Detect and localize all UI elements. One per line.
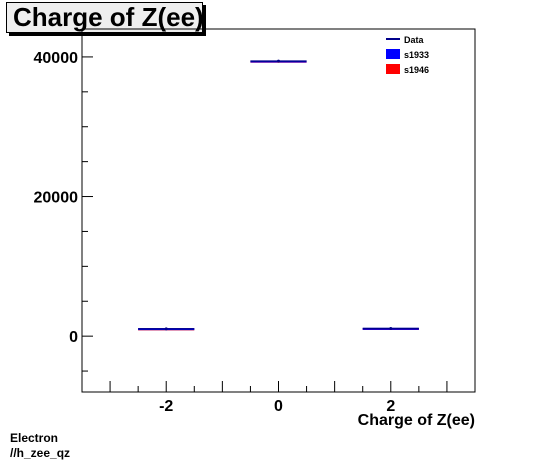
data-point xyxy=(164,327,168,331)
y-tick-label: 40000 xyxy=(34,50,79,67)
legend-label: s1933 xyxy=(404,50,429,60)
x-tick-label: -2 xyxy=(159,398,173,415)
footer-line-1: Electron xyxy=(10,431,59,445)
x-axis-label: Charge of Z(ee) xyxy=(358,412,475,429)
legend-label: s1946 xyxy=(404,65,429,75)
x-tick-label: 2 xyxy=(386,398,395,415)
data-point xyxy=(277,59,280,63)
data-point xyxy=(389,326,393,330)
y-tick-label: 20000 xyxy=(34,190,79,207)
chart-title-box: Charge of Z(ee) xyxy=(6,2,204,33)
plot-frame xyxy=(81,28,476,393)
chart-title: Charge of Z(ee) xyxy=(13,2,204,32)
legend-label: Data xyxy=(404,35,425,45)
y-tick-label: 0 xyxy=(69,329,78,346)
legend-box-s1946 xyxy=(386,64,400,74)
legend-box-s1933 xyxy=(386,49,400,59)
footer-line-2: //h_zee_qz xyxy=(10,446,71,460)
x-tick-label: 0 xyxy=(274,398,283,415)
